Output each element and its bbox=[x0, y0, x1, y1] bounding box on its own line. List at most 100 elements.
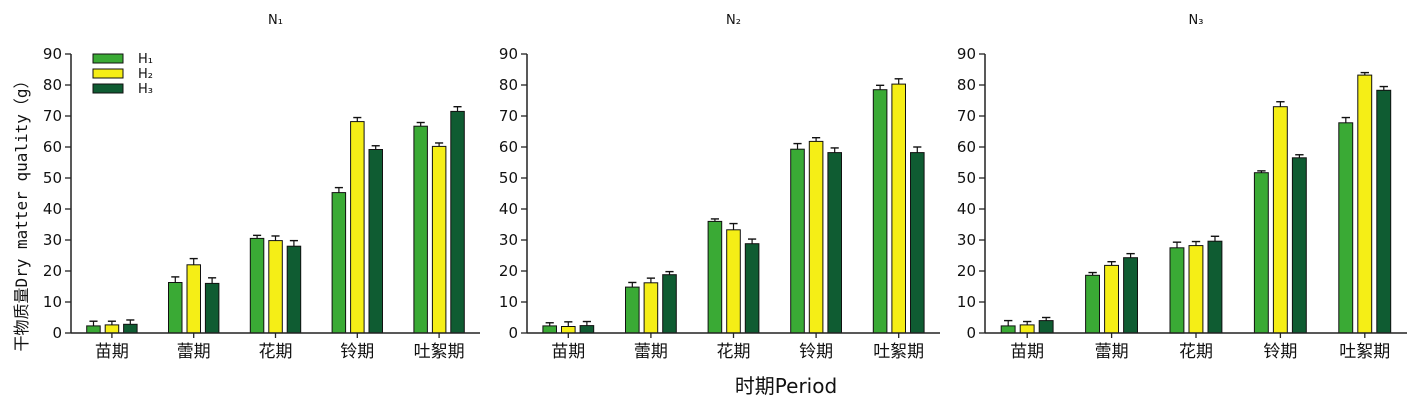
bar bbox=[662, 274, 677, 334]
bar bbox=[86, 325, 101, 334]
x-tick-label: 花期 bbox=[259, 342, 293, 362]
bar bbox=[1000, 325, 1016, 334]
x-tick-label: 花期 bbox=[717, 342, 751, 362]
legend-label: H₁ bbox=[138, 52, 153, 67]
bar bbox=[368, 149, 383, 334]
x-tick-label: 苗期 bbox=[1010, 342, 1044, 362]
bar bbox=[707, 220, 723, 334]
bar bbox=[1188, 245, 1204, 334]
y-tick-label: 0 bbox=[508, 324, 518, 342]
bar bbox=[1038, 320, 1054, 334]
y-tick-label: 0 bbox=[966, 324, 976, 342]
bar bbox=[1104, 264, 1119, 334]
bar bbox=[350, 121, 365, 334]
y-tick-label: 50 bbox=[43, 169, 62, 187]
y-tick-label: 60 bbox=[43, 138, 62, 156]
y-tick-label: 10 bbox=[957, 293, 976, 311]
bar bbox=[1207, 240, 1223, 334]
bar bbox=[186, 264, 201, 334]
legend-swatch bbox=[92, 68, 124, 79]
bar bbox=[431, 145, 447, 334]
chart-panel-1: N₁ 0 10 20 30 40 50 60 70 80 90 苗期 蕾期 花期 铃期 吐絮期 bbox=[43, 13, 480, 362]
y-tick-label: 90 bbox=[43, 45, 62, 63]
y-tick-label: 10 bbox=[43, 293, 62, 311]
bar bbox=[744, 243, 760, 334]
legend-item: H₁ bbox=[92, 52, 153, 67]
x-axis-title: 时期Period bbox=[735, 374, 837, 398]
bar bbox=[808, 140, 824, 334]
bar bbox=[790, 148, 805, 334]
bar bbox=[204, 282, 220, 334]
bar bbox=[726, 229, 741, 334]
x-tick-label: 吐絮期 bbox=[873, 342, 924, 362]
x-tick-label: 吐絮期 bbox=[1339, 342, 1390, 362]
y-tick-label: 0 bbox=[52, 324, 62, 342]
legend-label: H₃ bbox=[138, 82, 153, 97]
y-tick-label: 30 bbox=[43, 231, 62, 249]
chart-panel-3: N₃ 0 10 20 30 40 50 60 70 80 90 苗期 蕾期 花期 铃期 吐絮期 bbox=[957, 13, 1407, 362]
bar bbox=[249, 237, 265, 334]
y-tick-label: 80 bbox=[499, 76, 518, 94]
bar bbox=[331, 192, 347, 334]
legend-item: H₃ bbox=[92, 82, 153, 97]
bar bbox=[104, 324, 120, 334]
panel-title: N₂ bbox=[726, 13, 741, 28]
bar bbox=[268, 240, 283, 334]
bar bbox=[286, 245, 302, 334]
y-tick-label: 50 bbox=[499, 169, 518, 187]
y-tick-label: 40 bbox=[957, 200, 976, 218]
bar bbox=[1291, 157, 1307, 334]
y-tick-label: 20 bbox=[499, 262, 518, 280]
x-tick-label: 铃期 bbox=[340, 342, 374, 362]
x-tick-label: 花期 bbox=[1179, 342, 1213, 362]
y-tick-label: 20 bbox=[43, 262, 62, 280]
bar bbox=[1019, 324, 1035, 334]
x-tick-label: 铃期 bbox=[1263, 342, 1297, 362]
y-tick-label: 30 bbox=[957, 231, 976, 249]
bar bbox=[910, 152, 925, 334]
bar bbox=[1085, 274, 1100, 334]
x-tick-label: 吐絮期 bbox=[414, 342, 465, 362]
x-tick-label: 铃期 bbox=[799, 342, 833, 362]
bar bbox=[123, 323, 138, 334]
y-tick-label: 40 bbox=[43, 200, 62, 218]
y-tick-label: 20 bbox=[957, 262, 976, 280]
bar bbox=[1357, 74, 1373, 334]
bar bbox=[827, 152, 843, 334]
bar bbox=[1272, 106, 1288, 334]
y-tick-label: 80 bbox=[957, 76, 976, 94]
y-tick-label: 60 bbox=[499, 138, 518, 156]
legend-swatch bbox=[92, 53, 124, 64]
y-tick-label: 70 bbox=[957, 107, 976, 125]
legend-swatch bbox=[92, 83, 124, 94]
x-tick-label: 蕾期 bbox=[177, 342, 211, 362]
y-axis-title: 干物质量Dry matter quality（g） bbox=[12, 72, 31, 351]
bar bbox=[413, 125, 428, 334]
y-tick-label: 10 bbox=[499, 293, 518, 311]
y-tick-label: 60 bbox=[957, 138, 976, 156]
bar bbox=[450, 110, 465, 334]
bar bbox=[891, 83, 907, 334]
panel-title: N₁ bbox=[268, 13, 283, 28]
y-tick-label: 90 bbox=[957, 45, 976, 63]
bar bbox=[1338, 122, 1354, 334]
bar bbox=[1376, 89, 1392, 334]
bar bbox=[579, 325, 595, 334]
legend-label: H₂ bbox=[138, 67, 153, 82]
bar bbox=[542, 325, 558, 334]
bar bbox=[1123, 257, 1138, 334]
bar bbox=[625, 286, 640, 334]
x-tick-label: 苗期 bbox=[551, 342, 585, 362]
legend-item: H₂ bbox=[92, 67, 153, 82]
panel-title: N₃ bbox=[1189, 13, 1204, 28]
y-tick-label: 30 bbox=[499, 231, 518, 249]
y-tick-label: 80 bbox=[43, 76, 62, 94]
y-tick-label: 90 bbox=[499, 45, 518, 63]
bar bbox=[643, 282, 659, 334]
bar bbox=[1169, 247, 1185, 334]
bar bbox=[1253, 172, 1269, 334]
y-tick-label: 70 bbox=[43, 107, 62, 125]
x-tick-label: 蕾期 bbox=[1095, 342, 1129, 362]
